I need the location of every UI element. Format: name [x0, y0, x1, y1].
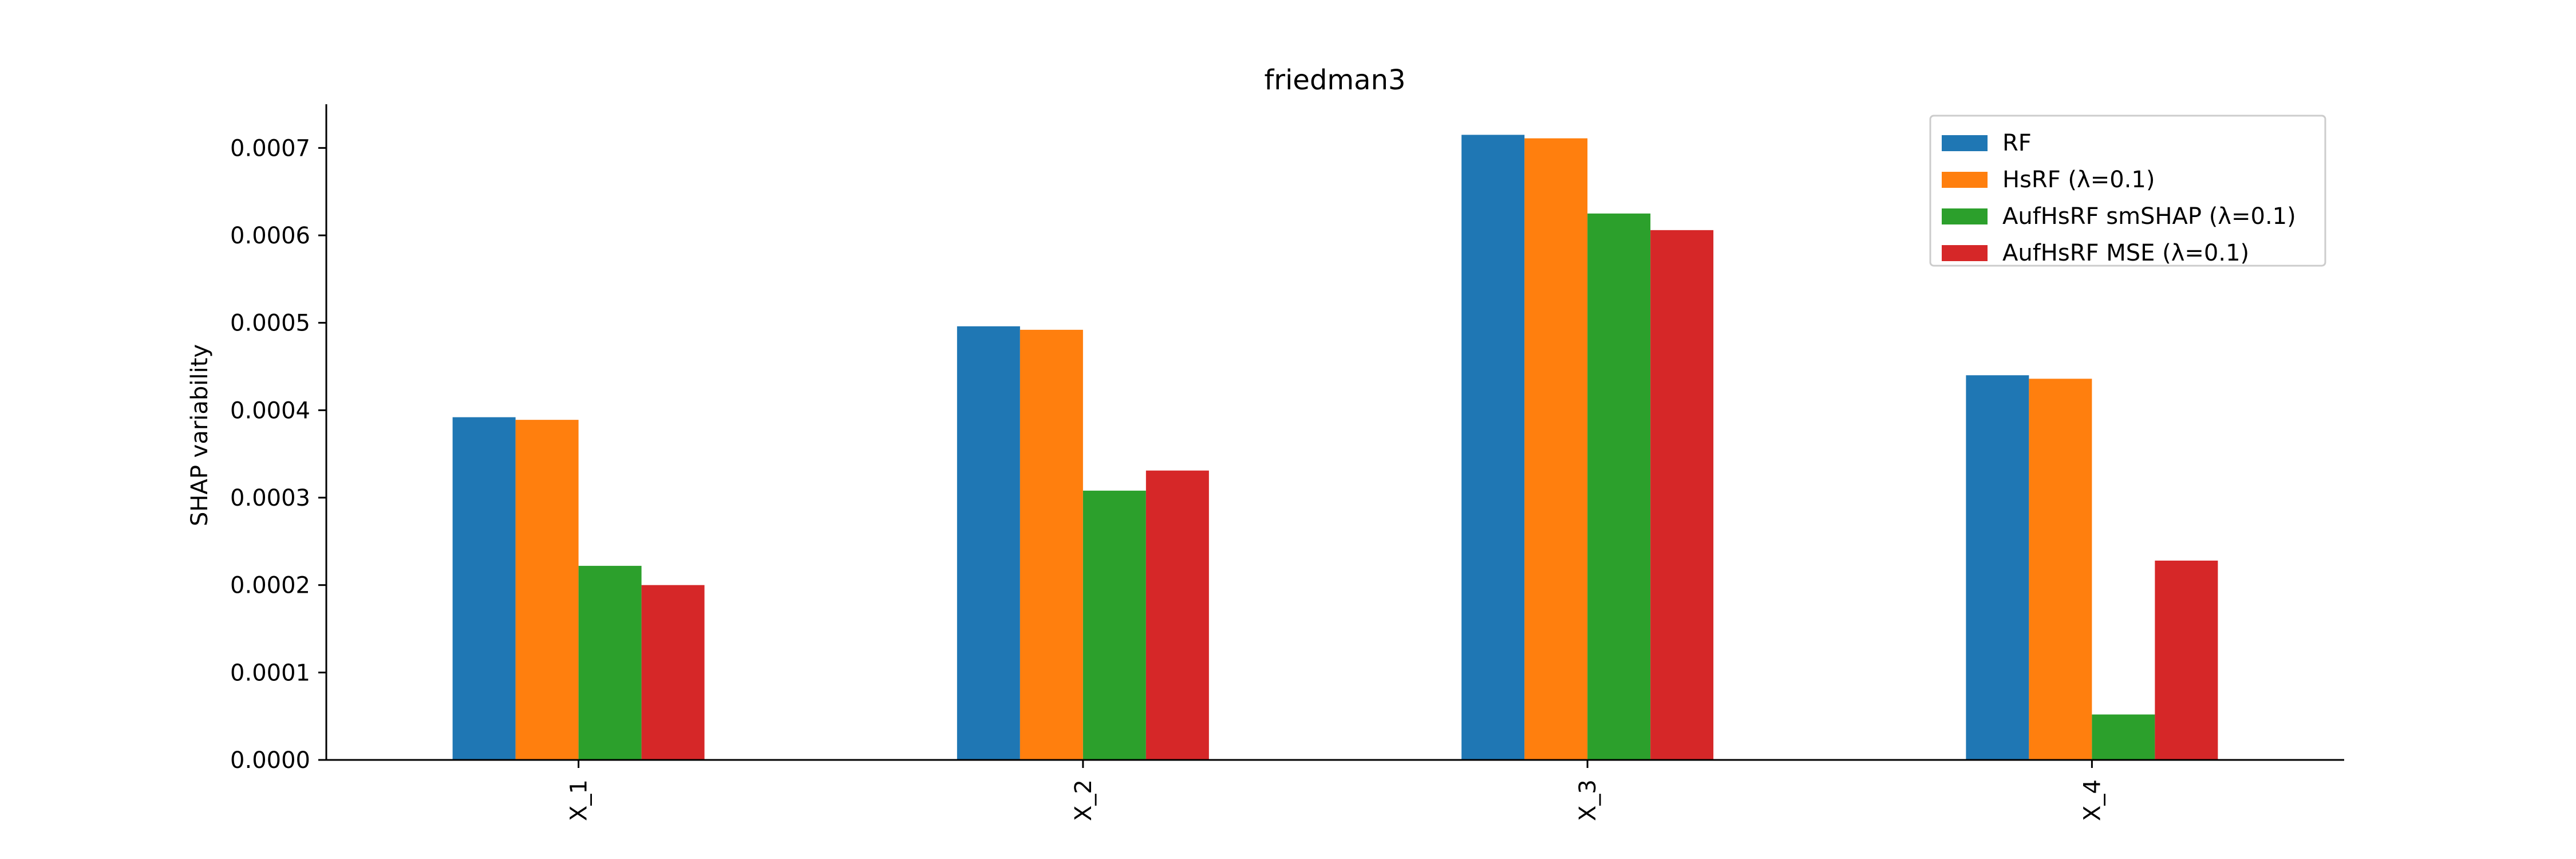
legend-label-4: AufHsRF MSE (λ=0.1)	[2002, 240, 2249, 266]
x-tick-label: X_4	[2079, 779, 2105, 821]
legend-label-3: AufHsRF smSHAP (λ=0.1)	[2002, 203, 2296, 230]
y-tick-label: 0.0003	[230, 485, 310, 511]
x-tick-label: X_3	[1575, 779, 1601, 821]
bar-X_2-series-2	[1020, 329, 1083, 760]
legend-swatch-2	[1942, 172, 1988, 188]
bar-X_3-series-3	[1587, 213, 1651, 760]
bar-X_3-series-1	[1461, 135, 1525, 760]
bar-X_4-series-2	[2029, 379, 2092, 760]
bar-X_2-series-3	[1082, 490, 1146, 760]
x-tick-label: X_1	[566, 779, 592, 821]
x-tick-label: X_2	[1070, 779, 1097, 821]
y-axis-label: SHAP variability	[187, 344, 213, 526]
legend-swatch-4	[1942, 245, 1988, 261]
y-tick-label: 0.0007	[230, 135, 310, 161]
bar-X_1-series-2	[515, 420, 579, 760]
legend-frame	[1929, 115, 2326, 267]
bars-layer	[452, 135, 2218, 761]
bar-X_2-series-4	[1145, 470, 1209, 760]
bar-X_1-series-3	[578, 566, 642, 760]
bar-X_1-series-1	[452, 417, 516, 760]
legend-swatch-1	[1942, 135, 1988, 151]
legend-label-2: HsRF (λ=0.1)	[2002, 167, 2155, 193]
axes-layer: 0.0000 0.0001 0.0002 0.0003 0.0004 0.0005 0.00…	[230, 104, 2344, 821]
y-tick-label: 0.0006	[230, 223, 310, 249]
y-tick-label: 0.0001	[230, 660, 310, 686]
y-tick-label: 0.0000	[230, 747, 310, 774]
y-tick-label: 0.0005	[230, 310, 310, 337]
y-tick-label: 0.0002	[230, 573, 310, 599]
bar-X_1-series-4	[641, 585, 705, 760]
y-tick-label: 0.0004	[230, 397, 310, 424]
bar-X_2-series-1	[957, 326, 1020, 760]
bar-X_4-series-1	[1966, 375, 2029, 760]
bar-X_3-series-4	[1650, 230, 1714, 761]
legend: RF HsRF (λ=0.1) AufHsRF smSHAP (λ=0.1) AufH…	[1929, 115, 2326, 267]
legend-swatch-3	[1942, 208, 1988, 224]
legend-label-1: RF	[2002, 130, 2032, 156]
bar-X_4-series-4	[2155, 560, 2218, 760]
chart-title: friedman3	[1264, 64, 1405, 96]
bar-X_4-series-3	[2092, 714, 2155, 760]
bar-X_3-series-2	[1524, 138, 1588, 760]
